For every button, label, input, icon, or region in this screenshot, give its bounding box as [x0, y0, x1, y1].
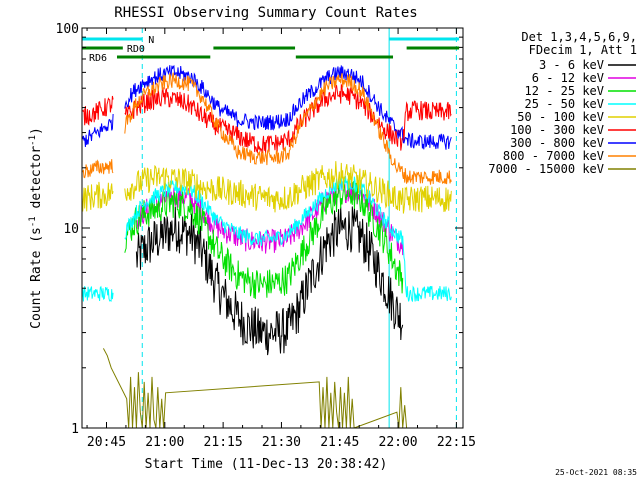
y-axis-label-detector: detector: [29, 146, 44, 217]
x-axis-label: Start Time (11-Dec-13 20:38:42): [145, 457, 388, 472]
series-7-segment-0: [82, 113, 114, 148]
plot-inner: [82, 28, 457, 428]
legend-label-5: 50 - 100 keV: [517, 110, 604, 124]
series-7-segment-1: [124, 64, 452, 150]
status-bar-rd0: RD0: [82, 44, 460, 55]
status-bar-label-n: N: [148, 35, 154, 46]
y-axis-label: Count Rate (s-1 detector-1): [28, 127, 44, 329]
series-7: [82, 64, 452, 150]
y-axis-label-exponent-1: -1: [28, 216, 38, 227]
series-8-segment-0: [82, 159, 114, 179]
legend-label-4: 25 - 50 keV: [525, 97, 604, 111]
x-tick-label-3: 21:30: [262, 435, 301, 450]
series-5: [82, 161, 452, 214]
series-6: [82, 83, 452, 154]
status-bar-n: N: [82, 35, 460, 46]
series-8-segment-1: [124, 72, 452, 185]
y-axis-ticks: 1 10 100: [56, 22, 463, 437]
x-tick-label-5: 22:00: [379, 435, 418, 450]
status-bar-label-rd6: RD6: [89, 53, 107, 64]
status-bar-rd6: RD6: [89, 53, 394, 64]
y-tick-label-0: 1: [71, 422, 79, 437]
y-tick-label-1: 10: [63, 222, 79, 237]
legend-label-6: 100 - 300 keV: [510, 123, 604, 137]
series-4-segment-1: [124, 173, 452, 302]
legend-header-line-2: FDecim 1, Att 1: [529, 43, 637, 57]
x-axis-ticks: 20:45 21:00 21:15 21:30 21:45 22:00 22:15: [86, 28, 476, 450]
series-9: [102, 348, 408, 428]
y-axis-label-close: ): [29, 127, 44, 135]
series-5-segment-1: [124, 161, 452, 214]
series-9-segment-0: [102, 348, 408, 428]
series-3: [124, 178, 404, 300]
x-tick-label-1: 21:00: [145, 435, 184, 450]
legend-header-line-1: Det 1,3,4,5,6,9,: [521, 30, 637, 44]
chart-title: RHESSI Observing Summary Count Rates: [114, 5, 417, 21]
legend-label-7: 300 - 800 keV: [510, 136, 604, 150]
series-1-segment-0: [135, 206, 404, 356]
y-tick-label-2: 100: [56, 22, 79, 37]
series-5-segment-0: [82, 181, 114, 212]
legend-label-3: 12 - 25 keV: [525, 84, 604, 98]
series-3-segment-0: [124, 178, 404, 300]
series-4-segment-0: [82, 285, 114, 302]
x-tick-label-6: 22:15: [437, 435, 476, 450]
series-4: [82, 173, 452, 302]
plot-frame: [81, 27, 464, 429]
series-8: [82, 72, 452, 185]
series-6-segment-0: [82, 95, 114, 126]
legend-label-2: 6 - 12 keV: [532, 71, 604, 85]
generation-timestamp: 25-Oct-2021 08:35: [555, 468, 637, 477]
legend-label-9: 7000 - 15000 keV: [488, 162, 604, 176]
series-1: [135, 206, 404, 356]
legend-label-1: 3 - 6 keV: [539, 58, 604, 72]
series-6-segment-1: [124, 83, 452, 154]
y-axis-label-main: Count Rate (s: [29, 227, 44, 329]
x-tick-label-0: 20:45: [87, 435, 126, 450]
x-tick-label-4: 21:45: [320, 435, 359, 450]
legend-label-8: 800 - 7000 keV: [503, 149, 604, 163]
y-axis-label-exponent-2: -1: [28, 135, 38, 146]
x-tick-label-2: 21:15: [204, 435, 243, 450]
status-bar-label-rd0: RD0: [127, 44, 145, 55]
